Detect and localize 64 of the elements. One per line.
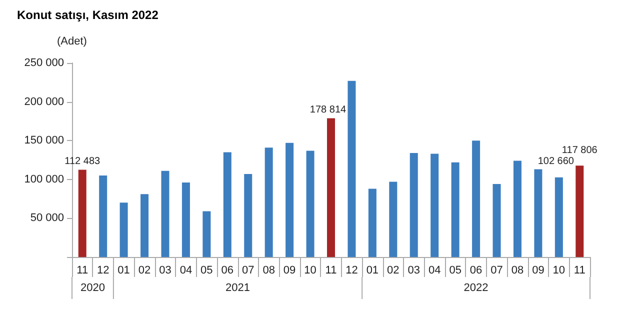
x-tick-label: 05 xyxy=(449,264,462,276)
x-tick-label: 02 xyxy=(387,264,400,276)
x-tick-label: 08 xyxy=(511,264,524,276)
bar xyxy=(286,142,294,257)
x-tick-label: 09 xyxy=(532,264,544,276)
x-tick-label: 03 xyxy=(408,264,420,276)
text: 2020 xyxy=(80,282,105,294)
data-label: 112 483 xyxy=(64,156,100,168)
text: 2022 xyxy=(464,282,488,294)
bar xyxy=(389,182,398,257)
bar xyxy=(430,154,439,257)
x-tick-label: 04 xyxy=(428,264,441,276)
bar xyxy=(554,177,563,257)
y-tick-label: 250 000 xyxy=(24,57,64,69)
bar xyxy=(348,80,356,257)
x-tick-label: 03 xyxy=(159,264,172,276)
x-tick-label: 11 xyxy=(325,264,337,276)
text: 2021 xyxy=(226,282,250,294)
x-tick-label: 06 xyxy=(221,264,234,276)
bar xyxy=(202,211,211,257)
x-tick-label: 01 xyxy=(118,264,130,276)
x-tick-label: 07 xyxy=(490,264,503,276)
bar xyxy=(410,153,418,257)
bar xyxy=(492,184,501,257)
data-label: 102 660 xyxy=(538,156,574,167)
bar xyxy=(161,170,170,257)
x-tick-label: 01 xyxy=(366,264,379,276)
data-label: 117 806 xyxy=(562,144,598,156)
x-tick-label: 09 xyxy=(283,264,296,276)
x-tick-label: 04 xyxy=(180,264,192,276)
bar xyxy=(182,182,190,257)
x-tick-label: 12 xyxy=(96,264,110,276)
bar xyxy=(223,152,232,257)
x-tick-label: 02 xyxy=(138,264,151,276)
x-tick-label: 10 xyxy=(304,264,316,276)
bar xyxy=(472,140,480,257)
y-tick-label: 150 000 xyxy=(24,134,64,147)
x-tick-label: 08 xyxy=(262,264,275,276)
bar xyxy=(327,118,335,257)
x-tick-label: 07 xyxy=(242,264,254,276)
x-tick-label: 06 xyxy=(470,264,482,276)
bar xyxy=(120,202,128,257)
chart-title: Konut satışı, Kasım 2022 xyxy=(17,8,159,22)
x-tick-label: 10 xyxy=(552,264,566,276)
bar xyxy=(99,176,108,257)
bar xyxy=(140,194,149,257)
x-tick-label: 11 xyxy=(574,264,586,276)
y-axis-title: (Adet) xyxy=(57,36,87,48)
y-tick-label: 200 000 xyxy=(24,96,64,108)
bar xyxy=(513,160,522,257)
bar xyxy=(534,169,542,257)
y-tick-label: 100 000 xyxy=(24,173,64,186)
bar xyxy=(78,170,86,257)
x-tick-label: 05 xyxy=(200,264,213,276)
bar xyxy=(264,148,273,257)
bar xyxy=(576,166,584,257)
y-tick-label: 50 000 xyxy=(30,212,64,224)
bar xyxy=(368,188,376,257)
bar xyxy=(451,162,460,257)
x-tick-label: 11 xyxy=(76,264,88,276)
bar xyxy=(244,174,252,257)
data-label: 178 814 xyxy=(310,104,347,116)
x-tick-label: 12 xyxy=(346,264,358,276)
bar xyxy=(306,150,314,257)
